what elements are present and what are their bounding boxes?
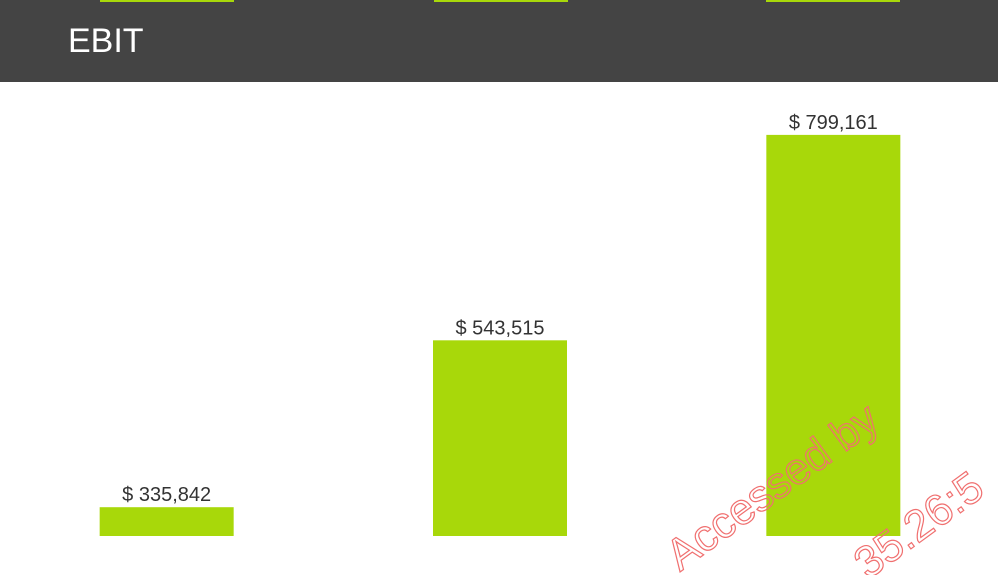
bar <box>766 134 901 536</box>
data-label: $ 799,161 <box>789 112 878 134</box>
header-strip <box>766 0 900 2</box>
data-label: $ 543,515 <box>456 317 545 339</box>
header-bar <box>0 0 998 82</box>
bar <box>99 507 234 536</box>
header-title: EBIT <box>68 22 144 60</box>
header-strip <box>100 0 234 2</box>
data-label: $ 335,842 <box>122 484 211 506</box>
header-strip <box>434 0 568 2</box>
chart: $ 335,842 $ 543,515 $ 799,161 <box>99 112 901 536</box>
bar <box>433 340 567 536</box>
